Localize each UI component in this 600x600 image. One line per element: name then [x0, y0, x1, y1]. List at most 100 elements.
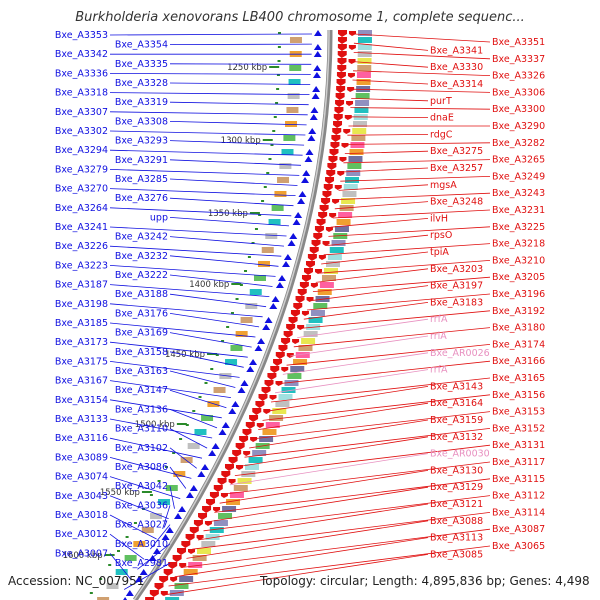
feature-block	[209, 527, 224, 533]
feature-block	[281, 387, 296, 393]
gene-arrow-left	[123, 597, 128, 600]
gene-label-right: Bxe_A3159	[430, 415, 483, 426]
gene-arrow-left	[231, 401, 240, 407]
scale-dot	[258, 214, 262, 216]
feature-block	[329, 247, 344, 253]
gene-arrow-left	[139, 569, 148, 575]
label-connector-left	[109, 33, 312, 36]
gene-label-left: Bxe_A3043	[55, 491, 108, 502]
gene-arrow-right	[258, 394, 268, 401]
gene-arrow-left	[298, 191, 307, 197]
gene-arrow-left	[165, 527, 174, 533]
gene-arrow-right	[221, 471, 231, 478]
gene-label-left: Bxe_A3175	[55, 356, 108, 367]
gene-arrow-right	[273, 359, 283, 366]
gene-label-left: Bxe_A3293	[115, 136, 168, 147]
feature-block	[253, 275, 266, 281]
gene-label-left: Bxe_A3027	[115, 520, 168, 531]
gene-arrow-right	[281, 367, 289, 372]
scale-dot	[270, 144, 274, 146]
gene-arrow-right	[290, 310, 300, 317]
gene-arrow-right	[332, 199, 340, 204]
label-connector-left	[169, 43, 312, 45]
feature-block	[321, 275, 336, 281]
feature-block	[226, 499, 241, 505]
gene-arrow-right	[281, 338, 291, 345]
gene-arrow-left	[264, 317, 273, 323]
gene-label-left: Bxe_A3167	[55, 376, 108, 387]
gene-arrow-right	[288, 317, 298, 324]
gene-arrow-right	[334, 107, 344, 114]
feature-block	[277, 177, 290, 183]
label-connector-left	[169, 217, 290, 227]
gene-label-left: Bxe_A3241	[55, 222, 108, 233]
scale-dot	[263, 186, 267, 188]
scale-dot	[278, 32, 281, 34]
gene-label-right: ilvH	[430, 213, 448, 224]
label-connector-right	[224, 461, 491, 495]
scale-dot	[149, 494, 153, 496]
feature-block	[229, 492, 244, 498]
label-connector-left	[109, 265, 276, 277]
gene-arrow-right	[213, 507, 221, 512]
gene-arrow-right	[346, 101, 354, 106]
gene-arrow-right	[202, 506, 212, 513]
feature-block	[286, 107, 299, 113]
gene-label-left: Bxe_A3163	[115, 366, 168, 377]
gene-arrow-right	[204, 521, 212, 526]
gene-arrow-right	[297, 325, 305, 330]
gene-arrow-left	[254, 345, 263, 351]
scale-dot	[226, 326, 230, 328]
scale-dot	[268, 158, 272, 160]
feature-block	[283, 135, 296, 141]
feature-block	[342, 191, 357, 197]
feature-block	[358, 30, 372, 36]
gene-label-right: Bxe_A3314	[430, 79, 483, 90]
gene-arrow-right	[319, 205, 329, 212]
label-connector-left	[169, 82, 311, 85]
feature-block	[244, 464, 259, 470]
label-connector-right	[344, 150, 429, 154]
gene-label-right: Bxe_A3337	[492, 54, 545, 65]
gene-label-right: Bxe_A3275	[430, 146, 483, 157]
gene-label-left: Bxe_A3089	[55, 452, 108, 463]
label-connector-right	[330, 218, 429, 228]
gene-label-right: Bxe_A3306	[492, 87, 545, 98]
gene-arrow-left	[281, 261, 290, 267]
gene-label-left: Bxe_A3010	[115, 539, 168, 550]
feature-block	[356, 72, 371, 78]
gene-arrow-right	[242, 429, 252, 436]
gene-arrow-right	[335, 93, 345, 100]
gene-label-left: Bxe_A3223	[55, 260, 108, 271]
gene-arrow-right	[188, 549, 196, 554]
gene-arrow-left	[208, 450, 217, 456]
feature-block	[357, 37, 372, 43]
gene-arrow-right	[245, 422, 255, 429]
label-connector-right	[282, 352, 429, 375]
label-connector-right	[293, 327, 491, 348]
gene-label-right: mgsA	[430, 180, 457, 191]
gene-arrow-right	[172, 555, 182, 562]
label-connector-right	[309, 285, 429, 302]
label-connector-right	[353, 52, 491, 60]
feature-block	[192, 555, 207, 561]
gene-arrow-right	[295, 296, 305, 303]
label-connector-right	[350, 107, 491, 110]
gene-label-left: Bxe_A3307	[55, 107, 108, 118]
gene-arrow-right	[341, 143, 349, 148]
gene-label-right: Bxe_A3113	[430, 533, 483, 544]
gene-label-right: Bxe_A3153	[492, 407, 545, 418]
gene-arrow-right	[333, 114, 343, 121]
label-connector-left	[109, 149, 303, 156]
gene-label-left: Bxe_A3007	[55, 548, 108, 559]
gene-label-left: Bxe_A3222	[115, 270, 168, 281]
gene-label-right: Bxe_A3351	[492, 37, 545, 48]
label-connector-left	[109, 495, 169, 520]
accession-label: Accession: NC_007951	[8, 574, 145, 588]
label-connector-left	[169, 351, 244, 368]
gene-arrow-left	[269, 303, 278, 309]
label-connector-right	[343, 159, 491, 164]
gene-label-right: Bxe_A3165	[492, 373, 545, 384]
gene-arrow-right	[228, 479, 236, 484]
gene-label-left: Bxe_A3308	[115, 116, 168, 127]
